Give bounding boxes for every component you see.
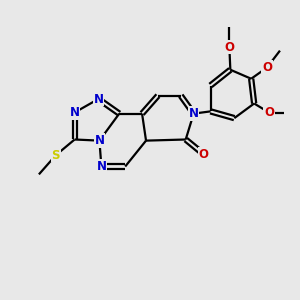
- Text: O: O: [199, 148, 208, 160]
- Text: N: N: [93, 92, 103, 106]
- Text: N: N: [189, 107, 199, 120]
- Text: N: N: [70, 106, 80, 119]
- Text: N: N: [94, 134, 104, 147]
- Text: N: N: [96, 160, 106, 173]
- Text: S: S: [52, 149, 60, 162]
- Text: O: O: [262, 61, 272, 74]
- Text: O: O: [264, 106, 274, 119]
- Text: O: O: [224, 41, 234, 54]
